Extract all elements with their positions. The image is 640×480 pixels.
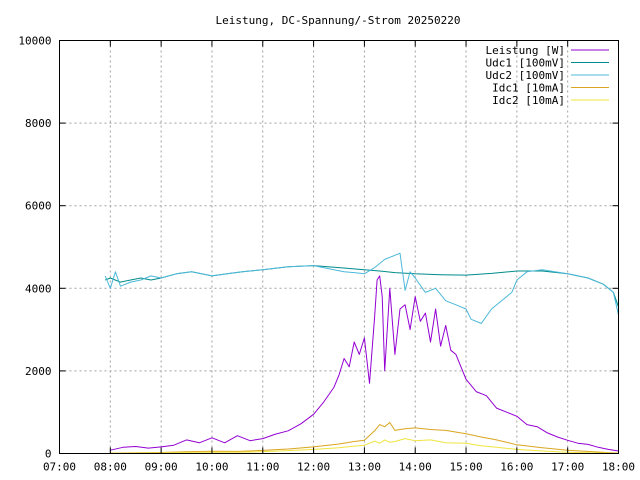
y-tick-label: 2000 [25,365,52,378]
chart-title: Leistung, DC-Spannung/-Strom 20250220 [215,14,460,27]
x-tick-label: 07:00 [43,461,76,474]
x-tick-label: 15:00 [449,461,482,474]
x-tick-label: 12:00 [297,461,330,474]
legend-label: Leistung [W] [486,44,565,57]
x-tick-label: 16:00 [500,461,533,474]
legend-label: Idc1 [10mA] [492,82,565,95]
y-tick-label: 0 [45,448,52,461]
x-tick-label: 13:00 [348,461,381,474]
series-layer [104,252,619,454]
legend-label: Idc2 [10mA] [492,94,565,107]
series-line-5 [110,438,619,454]
series-line-2 [105,265,619,308]
x-tick-label: 17:00 [551,461,584,474]
x-tick-label: 11:00 [246,461,279,474]
legend-label: Udc1 [100mV] [486,57,565,70]
series-line-1 [110,275,619,452]
y-tick-label: 6000 [25,200,52,213]
grid [59,40,619,454]
x-tick-label: 08:00 [94,461,127,474]
legend: Leistung [W]Udc1 [100mV]Udc2 [100mV]Idc1… [486,44,609,107]
x-tick-label: 10:00 [195,461,228,474]
y-tick-label: 10000 [18,35,51,48]
y-tick-label: 4000 [25,282,52,295]
legend-label: Udc2 [100mV] [486,69,565,82]
x-tick-label: 18:00 [602,461,635,474]
y-tick-label: 8000 [25,117,52,130]
series-line-4 [110,422,619,454]
x-tick-label: 09:00 [145,461,178,474]
plot-frame [59,40,619,454]
x-tick-label: 14:00 [399,461,432,474]
series-line-3 [104,252,619,324]
ticks: 07:00 08:00 09:00 10:00 11:00 12:00 13:00 14:00… [18,35,635,474]
